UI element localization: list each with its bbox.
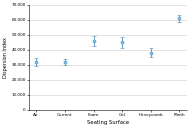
X-axis label: Seating Surface: Seating Surface	[87, 120, 129, 125]
Y-axis label: Dispersion Index: Dispersion Index	[3, 37, 9, 78]
